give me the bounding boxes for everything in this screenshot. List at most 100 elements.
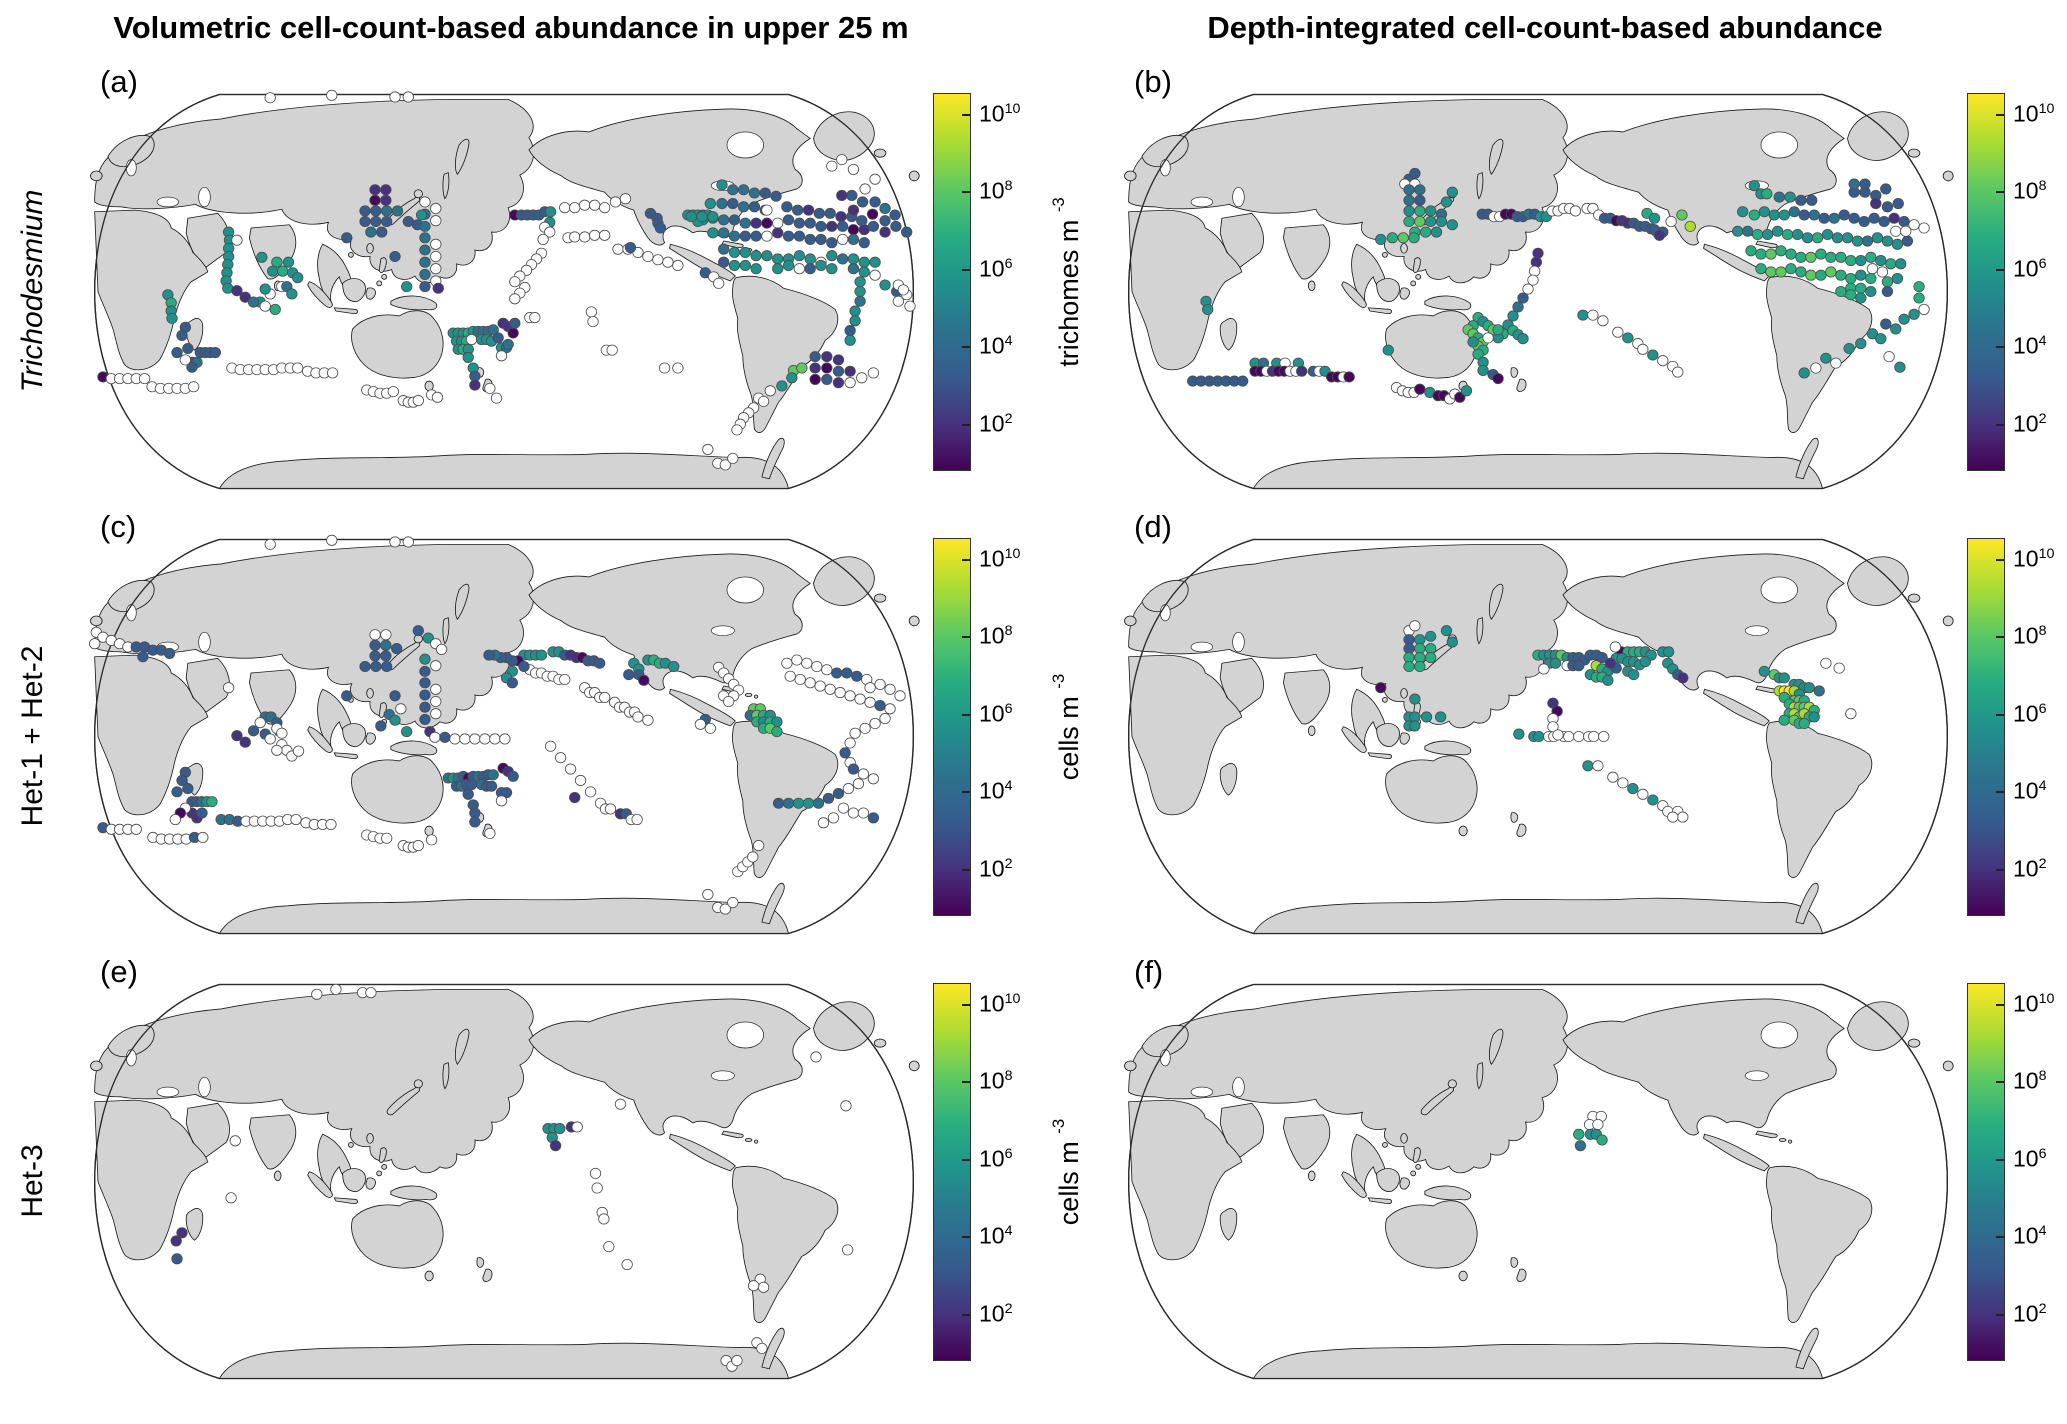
station-dot [842, 783, 855, 795]
panel-letter: (d) [1134, 509, 1172, 544]
island [1307, 725, 1316, 737]
station-dot [591, 1182, 603, 1194]
station-dot [1409, 720, 1421, 732]
station-dot [292, 745, 305, 757]
station-dot [728, 230, 741, 242]
station-dot [489, 733, 501, 745]
station-dot [890, 220, 902, 232]
landmass [1765, 1165, 1873, 1323]
station-dot [231, 730, 243, 742]
station-dot [782, 214, 795, 226]
landmass [761, 437, 785, 480]
station-dot [716, 198, 728, 210]
station-dot [1607, 771, 1619, 783]
landmass [342, 1168, 366, 1192]
station-dot [1425, 205, 1437, 217]
station-dot [1818, 212, 1830, 224]
station-dot [761, 250, 773, 262]
station-dot [772, 227, 784, 239]
station-dot [1547, 721, 1559, 733]
station-dot [1900, 225, 1912, 237]
station-dot [1855, 282, 1867, 294]
island [1382, 697, 1388, 703]
station-dot [802, 204, 815, 216]
station-dot [772, 217, 784, 229]
island [90, 170, 103, 182]
landmass [1488, 583, 1504, 620]
landmass [1219, 318, 1238, 351]
station-dot [529, 312, 541, 324]
station-dot [822, 792, 835, 804]
island [744, 692, 753, 698]
station-dot [1813, 685, 1825, 697]
colorbar-tick-label: 104 [979, 1222, 1013, 1249]
station-dot [469, 733, 481, 745]
landmass [1385, 755, 1478, 824]
world-map [1124, 93, 1954, 490]
landmass [1252, 897, 1824, 934]
station-dot [1662, 646, 1675, 658]
station-dot [1880, 183, 1892, 195]
landmass [1128, 98, 1569, 284]
station-dot [1530, 256, 1542, 268]
landmass [454, 138, 470, 175]
station-dot [182, 342, 194, 355]
station-dot [811, 660, 823, 673]
station-dot [854, 276, 866, 288]
station-dot [801, 657, 813, 669]
station-dot [1775, 266, 1787, 278]
landmass [317, 1133, 352, 1193]
station-dot [1765, 266, 1777, 278]
landmass [307, 1171, 333, 1198]
colorbar-tick [962, 113, 970, 116]
station-dot [1596, 652, 1608, 664]
station-dot [1808, 209, 1820, 221]
station-dot [603, 1241, 615, 1253]
station-dot [836, 233, 849, 245]
station-dot [606, 344, 618, 356]
station-dot [325, 818, 337, 830]
station-dot [1868, 212, 1880, 224]
station-dot [1440, 196, 1453, 208]
landmass [1128, 209, 1243, 371]
station-dot [793, 250, 806, 262]
landmass [218, 1342, 790, 1379]
colorbar-tick-label: 106 [2013, 700, 2047, 727]
station-dot [1677, 811, 1689, 823]
station-dot [1403, 205, 1415, 217]
station-dot [544, 206, 557, 218]
station-dot [419, 281, 431, 293]
station-dot [1815, 269, 1827, 281]
station-dot [1592, 760, 1604, 772]
station-dot [856, 196, 869, 208]
station-dot [1806, 194, 1818, 206]
station-dot [176, 774, 188, 786]
lake [1190, 196, 1214, 208]
lake [198, 631, 211, 653]
station-dot [1745, 245, 1757, 257]
station-dot [704, 198, 716, 210]
station-dot [1596, 1134, 1608, 1146]
station-dot [1573, 1128, 1585, 1140]
station-dot [239, 736, 251, 748]
station-dot [728, 246, 741, 258]
landmass [1351, 688, 1386, 748]
station-dot [1788, 206, 1800, 218]
station-dot [170, 1235, 182, 1247]
station-dot [704, 722, 716, 734]
island [366, 243, 374, 254]
station-dot [817, 817, 830, 829]
station-dot [857, 807, 870, 819]
landmass [185, 212, 230, 268]
station-dot [1848, 178, 1860, 190]
station-dot [894, 690, 906, 702]
station-dot [256, 251, 268, 263]
station-dot [1414, 215, 1426, 228]
station-dot [1434, 711, 1447, 723]
station-dot [559, 202, 571, 214]
station-dot [892, 295, 905, 307]
station-dot [737, 201, 750, 213]
station-dot [292, 362, 304, 374]
colorbar-tick-label: 102 [2013, 855, 2047, 882]
